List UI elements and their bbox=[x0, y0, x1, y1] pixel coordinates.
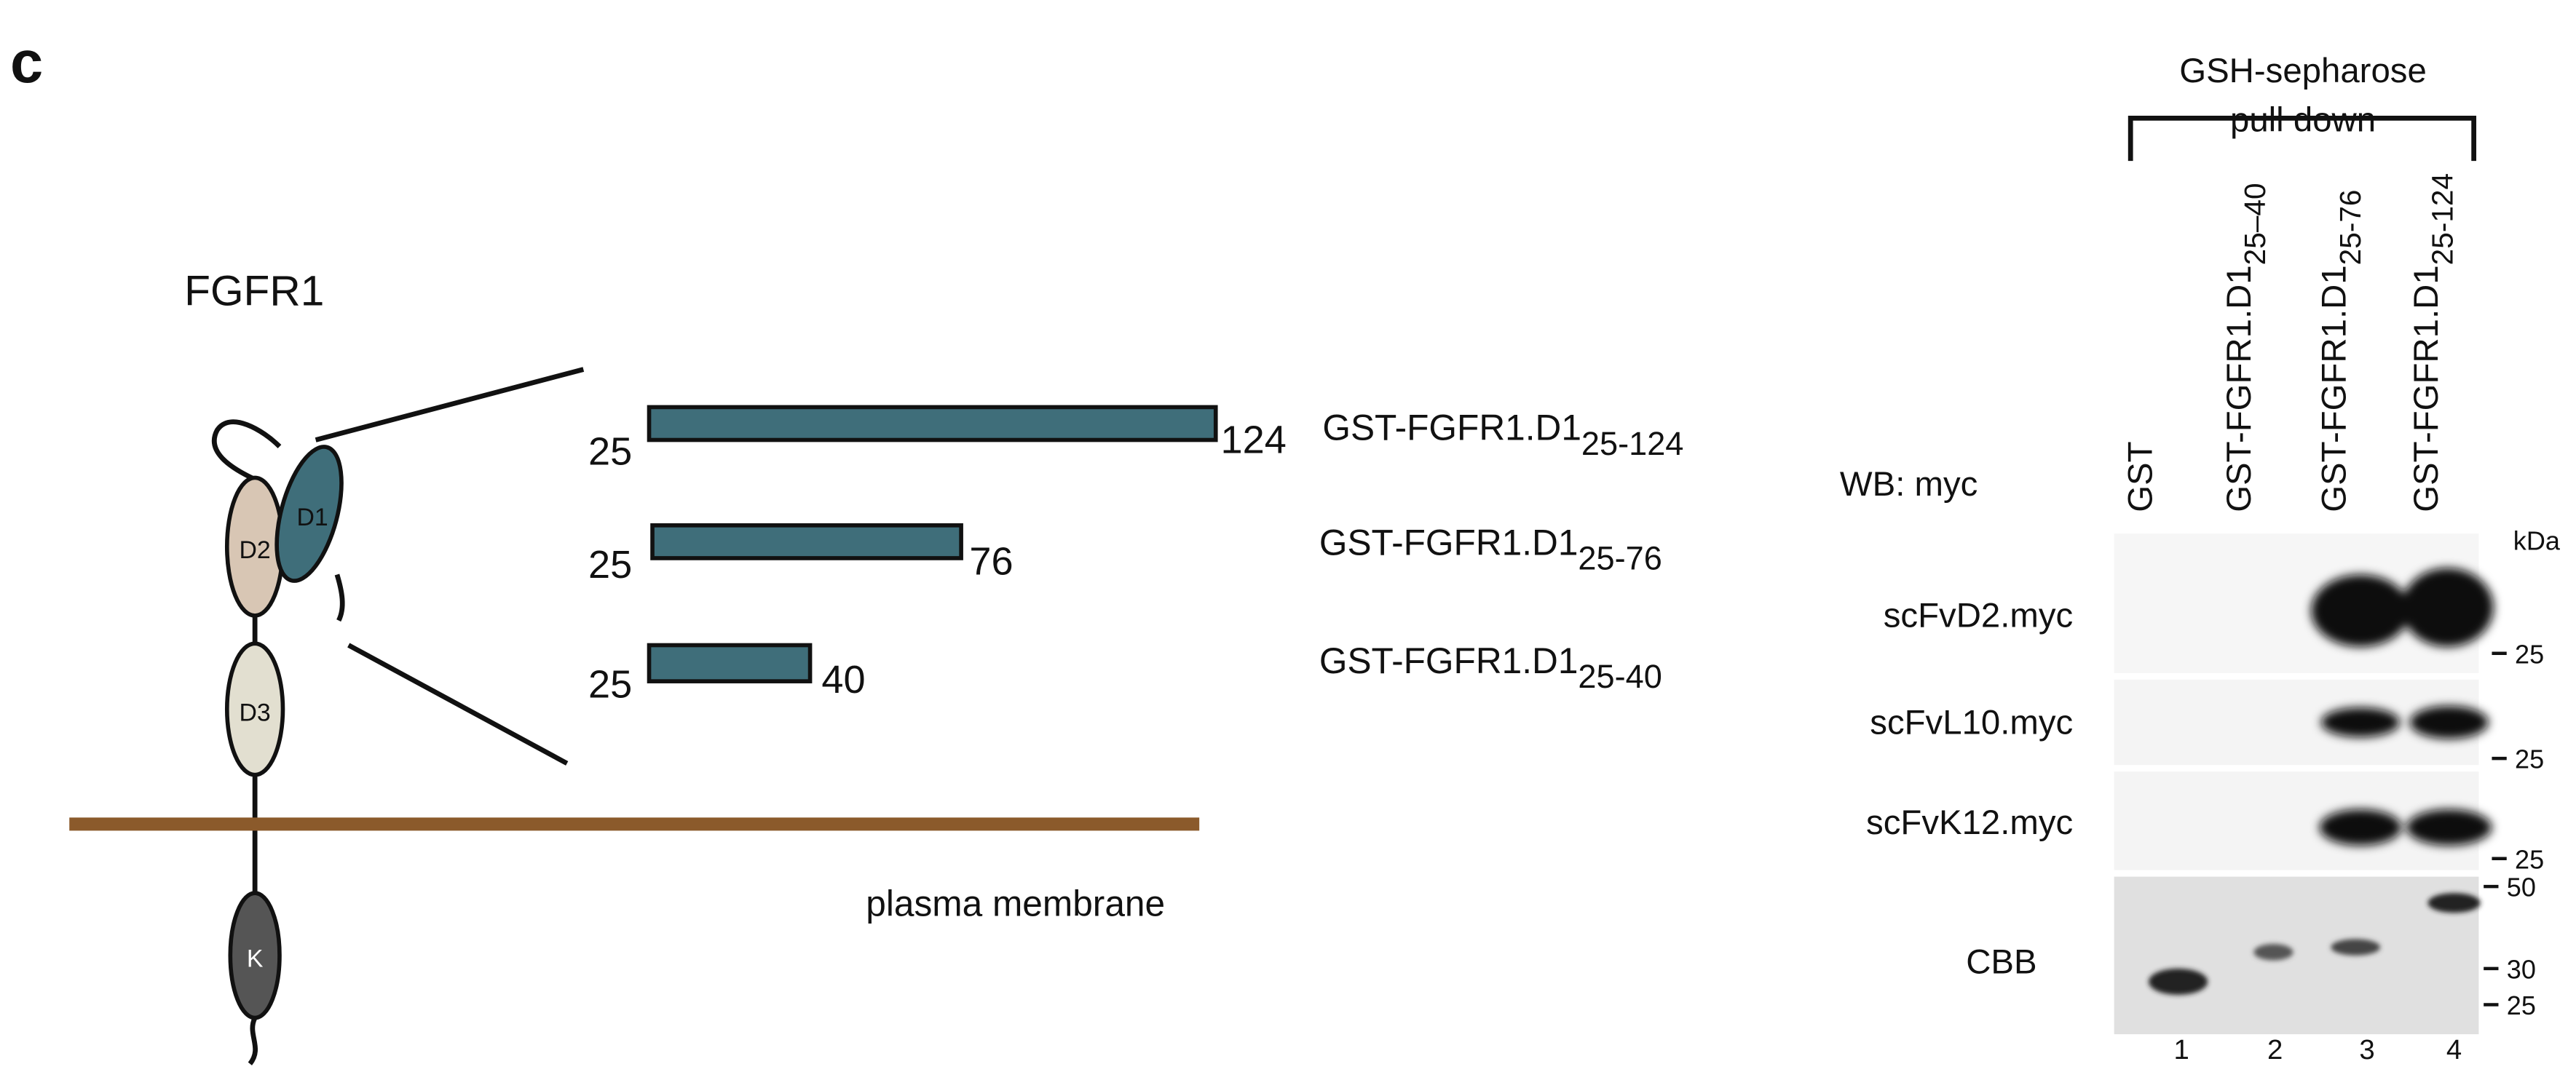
row-label: CBB bbox=[1966, 943, 2036, 982]
construct-end: 40 bbox=[821, 658, 865, 702]
domain-label: D3 bbox=[240, 699, 271, 726]
domain-label: D1 bbox=[296, 504, 328, 531]
marker-label: 25 bbox=[2515, 844, 2544, 874]
domain-label: D2 bbox=[240, 536, 271, 564]
zoom-line bbox=[315, 367, 585, 442]
bracket bbox=[2127, 116, 2477, 162]
construct-name: GST-FGFR1.D125-40 bbox=[1319, 640, 1662, 695]
marker-ticks bbox=[2484, 651, 2507, 1007]
blot-header: GSH-sepharose bbox=[2179, 52, 2427, 90]
lane-label: GST bbox=[2122, 441, 2160, 512]
membrane-label: plasma membrane bbox=[866, 884, 1165, 924]
membrane bbox=[69, 817, 1200, 831]
lane-label: GST-FGFR1.D125-124 bbox=[2407, 173, 2459, 512]
domain-d1 bbox=[274, 445, 344, 583]
probe-label: WB: myc bbox=[1840, 465, 1978, 504]
bands bbox=[2311, 568, 2494, 846]
domain-k bbox=[228, 891, 282, 1020]
construct-start: 25 bbox=[588, 543, 632, 587]
lane-number: 3 bbox=[2359, 1034, 2374, 1065]
marker-label: 30 bbox=[2507, 954, 2536, 984]
blot-panel bbox=[2114, 876, 2479, 1035]
row-label: scFvL10.myc bbox=[1870, 703, 2073, 742]
construct-bar bbox=[650, 523, 963, 560]
lane-number: 4 bbox=[2446, 1034, 2462, 1065]
construct-name: GST-FGFR1.D125-124 bbox=[1322, 408, 1683, 462]
protein-name: FGFR1 bbox=[184, 268, 324, 315]
marker-label: 25 bbox=[2507, 990, 2536, 1020]
lane-label: GST-FGFR1.D125-76 bbox=[2315, 190, 2367, 512]
marker-label: 50 bbox=[2507, 873, 2536, 902]
marker-label: 25 bbox=[2515, 745, 2544, 774]
construct-end: 124 bbox=[1221, 418, 1287, 462]
construct-end: 76 bbox=[969, 540, 1013, 584]
marker-label: 25 bbox=[2515, 639, 2544, 669]
construct-bar bbox=[647, 405, 1218, 442]
row-label: scFvK12.myc bbox=[1866, 803, 2073, 842]
lane-number: 2 bbox=[2267, 1034, 2283, 1065]
receptor bbox=[211, 419, 345, 1065]
panel-label: c bbox=[10, 29, 43, 95]
cbb-bands bbox=[2149, 893, 2481, 995]
lane-label: GST-FGFR1.D125–40 bbox=[2220, 183, 2272, 512]
construct-start: 25 bbox=[588, 663, 632, 707]
construct-start: 25 bbox=[588, 429, 632, 473]
construct-bar bbox=[647, 643, 813, 683]
construct-name: GST-FGFR1.D125-76 bbox=[1319, 522, 1662, 576]
lane-number: 1 bbox=[2173, 1034, 2189, 1065]
row-label: scFvD2.myc bbox=[1884, 597, 2073, 635]
domain-label: K bbox=[247, 945, 264, 973]
unit-label: kDa bbox=[2513, 526, 2561, 556]
domain-d3 bbox=[224, 641, 285, 777]
zoom-line bbox=[347, 643, 569, 766]
